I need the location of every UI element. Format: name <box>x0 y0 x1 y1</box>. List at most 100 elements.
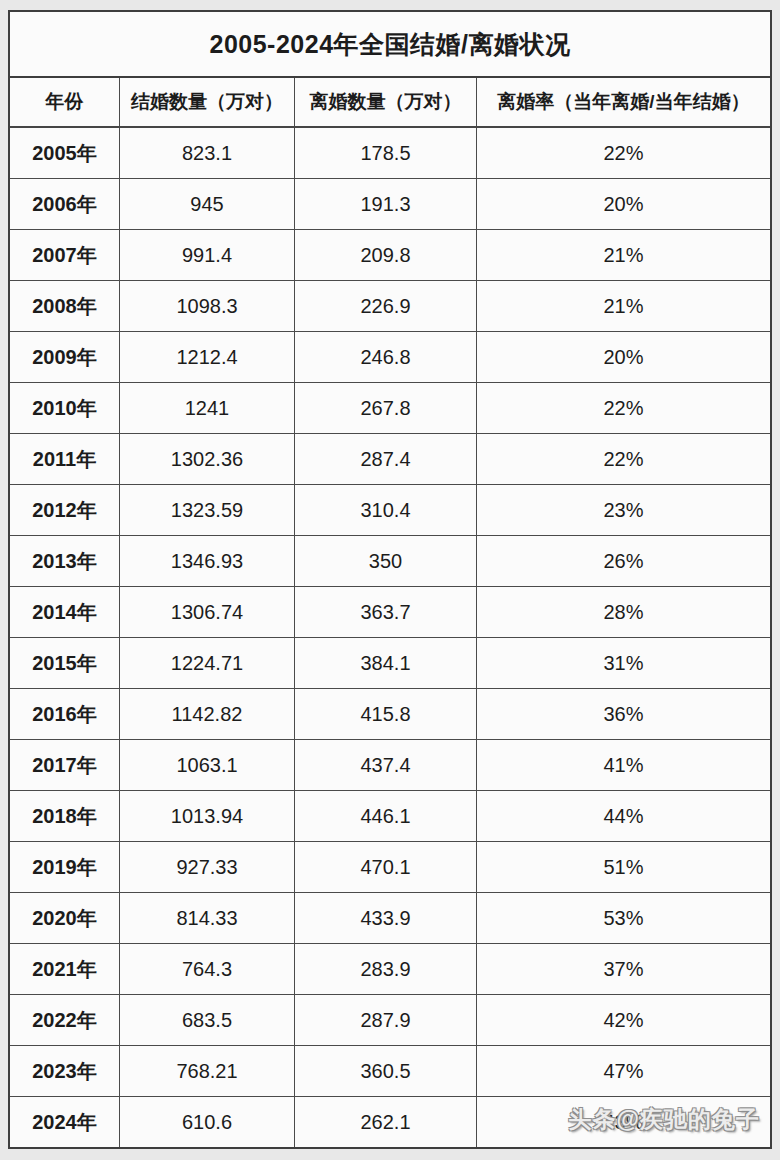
divorce-rate-cell: 51% <box>477 842 770 892</box>
divorce-count-cell: 267.8 <box>295 383 477 433</box>
marriage-count-cell: 1013.94 <box>120 791 295 841</box>
table-row: 2012年1323.59310.423% <box>10 485 770 536</box>
marriage-count-cell: 1224.71 <box>120 638 295 688</box>
divorce-count-cell: 287.4 <box>295 434 477 484</box>
year-cell: 2020年 <box>10 893 120 943</box>
year-cell: 2023年 <box>10 1046 120 1096</box>
table-row: 2015年1224.71384.131% <box>10 638 770 689</box>
marriage-count-cell: 823.1 <box>120 128 295 178</box>
column-header: 年份 <box>10 78 120 126</box>
year-cell: 2006年 <box>10 179 120 229</box>
table-row: 2023年768.21360.547% <box>10 1046 770 1097</box>
marriage-count-cell: 991.4 <box>120 230 295 280</box>
table-row: 2014年1306.74363.728% <box>10 587 770 638</box>
header-row: 年份结婚数量（万对）离婚数量（万对）离婚率（当年离婚/当年结婚） <box>10 78 770 128</box>
table-row: 2016年1142.82415.836% <box>10 689 770 740</box>
column-header: 结婚数量（万对） <box>120 78 295 126</box>
table-row: 2013年1346.9335026% <box>10 536 770 587</box>
marriage-count-cell: 768.21 <box>120 1046 295 1096</box>
divorce-rate-cell: 21% <box>477 230 770 280</box>
divorce-count-cell: 191.3 <box>295 179 477 229</box>
divorce-rate-cell: 22% <box>477 434 770 484</box>
marriage-count-cell: 945 <box>120 179 295 229</box>
year-cell: 2009年 <box>10 332 120 382</box>
divorce-count-cell: 433.9 <box>295 893 477 943</box>
marriage-count-cell: 927.33 <box>120 842 295 892</box>
divorce-count-cell: 310.4 <box>295 485 477 535</box>
marriage-divorce-table: 2005-2024年全国结婚/离婚状况 年份结婚数量（万对）离婚数量（万对）离婚… <box>8 10 772 1149</box>
marriage-count-cell: 1063.1 <box>120 740 295 790</box>
year-cell: 2012年 <box>10 485 120 535</box>
marriage-count-cell: 1306.74 <box>120 587 295 637</box>
table-row: 2019年927.33470.151% <box>10 842 770 893</box>
year-cell: 2017年 <box>10 740 120 790</box>
divorce-count-cell: 360.5 <box>295 1046 477 1096</box>
divorce-count-cell: 283.9 <box>295 944 477 994</box>
year-cell: 2022年 <box>10 995 120 1045</box>
divorce-count-cell: 350 <box>295 536 477 586</box>
marriage-count-cell: 1346.93 <box>120 536 295 586</box>
divorce-count-cell: 437.4 <box>295 740 477 790</box>
year-cell: 2021年 <box>10 944 120 994</box>
table-row: 2024年610.6262.143% <box>10 1097 770 1147</box>
divorce-rate-cell: 36% <box>477 689 770 739</box>
marriage-count-cell: 764.3 <box>120 944 295 994</box>
year-cell: 2016年 <box>10 689 120 739</box>
divorce-rate-cell: 26% <box>477 536 770 586</box>
year-cell: 2007年 <box>10 230 120 280</box>
divorce-rate-cell: 20% <box>477 179 770 229</box>
divorce-count-cell: 415.8 <box>295 689 477 739</box>
column-header: 离婚数量（万对） <box>295 78 477 126</box>
table-row: 2008年1098.3226.921% <box>10 281 770 332</box>
divorce-count-cell: 178.5 <box>295 128 477 178</box>
divorce-rate-cell: 42% <box>477 995 770 1045</box>
table-row: 2005年823.1178.522% <box>10 128 770 179</box>
divorce-rate-cell: 47% <box>477 1046 770 1096</box>
year-cell: 2019年 <box>10 842 120 892</box>
year-cell: 2008年 <box>10 281 120 331</box>
year-cell: 2024年 <box>10 1097 120 1147</box>
divorce-rate-cell: 37% <box>477 944 770 994</box>
marriage-count-cell: 1302.36 <box>120 434 295 484</box>
year-cell: 2011年 <box>10 434 120 484</box>
year-cell: 2005年 <box>10 128 120 178</box>
table-row: 2010年1241267.822% <box>10 383 770 434</box>
marriage-count-cell: 1241 <box>120 383 295 433</box>
divorce-rate-cell: 43% <box>477 1097 770 1147</box>
year-cell: 2013年 <box>10 536 120 586</box>
year-cell: 2010年 <box>10 383 120 433</box>
table-row: 2011年1302.36287.422% <box>10 434 770 485</box>
year-cell: 2018年 <box>10 791 120 841</box>
divorce-rate-cell: 44% <box>477 791 770 841</box>
marriage-count-cell: 814.33 <box>120 893 295 943</box>
year-cell: 2014年 <box>10 587 120 637</box>
table-row: 2009年1212.4246.820% <box>10 332 770 383</box>
divorce-count-cell: 384.1 <box>295 638 477 688</box>
marriage-count-cell: 1323.59 <box>120 485 295 535</box>
divorce-count-cell: 209.8 <box>295 230 477 280</box>
marriage-count-cell: 610.6 <box>120 1097 295 1147</box>
year-cell: 2015年 <box>10 638 120 688</box>
divorce-count-cell: 363.7 <box>295 587 477 637</box>
divorce-rate-cell: 20% <box>477 332 770 382</box>
table-title: 2005-2024年全国结婚/离婚状况 <box>209 28 570 61</box>
divorce-count-cell: 446.1 <box>295 791 477 841</box>
divorce-count-cell: 246.8 <box>295 332 477 382</box>
table-row: 2021年764.3283.937% <box>10 944 770 995</box>
divorce-rate-cell: 53% <box>477 893 770 943</box>
table-row: 2022年683.5287.942% <box>10 995 770 1046</box>
divorce-rate-cell: 28% <box>477 587 770 637</box>
divorce-rate-cell: 31% <box>477 638 770 688</box>
table-row: 2007年991.4209.821% <box>10 230 770 281</box>
divorce-count-cell: 226.9 <box>295 281 477 331</box>
column-header: 离婚率（当年离婚/当年结婚） <box>477 78 770 126</box>
divorce-rate-cell: 23% <box>477 485 770 535</box>
marriage-count-cell: 1212.4 <box>120 332 295 382</box>
table-row: 2017年1063.1437.441% <box>10 740 770 791</box>
marriage-count-cell: 1142.82 <box>120 689 295 739</box>
divorce-count-cell: 262.1 <box>295 1097 477 1147</box>
divorce-rate-cell: 22% <box>477 128 770 178</box>
divorce-rate-cell: 21% <box>477 281 770 331</box>
divorce-rate-cell: 22% <box>477 383 770 433</box>
table-body: 2005年823.1178.522%2006年945191.320%2007年9… <box>10 128 770 1147</box>
